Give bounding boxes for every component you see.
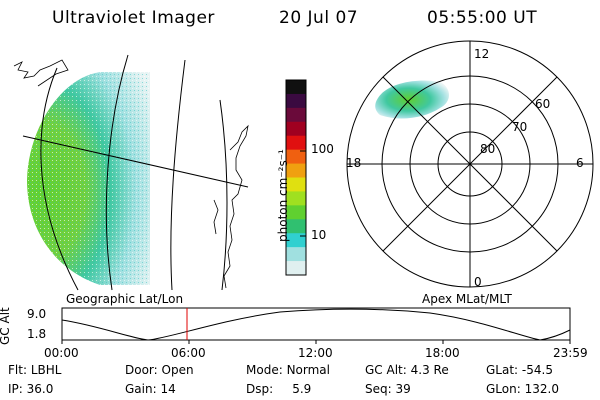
info-mode: Mode: Normal — [246, 363, 330, 377]
info-filter: Flt: LBHL — [8, 363, 62, 377]
polar-aurora-emission — [375, 80, 449, 119]
colorbar-band — [286, 80, 306, 95]
timeline-xtick-1800: 18:00 — [425, 346, 460, 360]
colorbar-band — [286, 177, 306, 192]
observation-date: 20 Jul 07 — [279, 8, 359, 28]
polar-mlt-12: 12 — [474, 47, 490, 61]
info-glon: GLon: 132.0 — [486, 382, 559, 396]
polar-diagonal-2 — [382, 76, 558, 252]
timeline-frame — [61, 307, 571, 341]
colorbar-band — [286, 93, 306, 109]
colorbar-band — [286, 149, 306, 165]
colorbar-tick-10: 10 — [311, 228, 327, 242]
timeline-xtick-2359: 23:59 — [553, 346, 588, 360]
app-title: Ultraviolet Imager — [52, 8, 215, 28]
colorbar-tick-100: 100 — [311, 142, 334, 156]
colorbar-band — [286, 191, 306, 206]
colorbar-band — [286, 107, 306, 123]
timeline-right-caption: Apex MLat/MLT — [422, 292, 512, 306]
timeline-xtick-0600: 06:00 — [171, 346, 206, 360]
polar-mlt-0: 0 — [474, 275, 482, 289]
colorbar-band — [286, 233, 306, 248]
altitude-curve — [61, 308, 571, 341]
info-gc-alt: GC Alt: 4.3 Re — [365, 363, 449, 377]
colorbar-band — [286, 135, 306, 151]
info-glat: GLat: -54.5 — [486, 363, 553, 377]
timeline-ytick-min: 1.8 — [27, 327, 47, 341]
coastline — [13, 59, 249, 289]
info-door: Door: Open — [125, 363, 194, 377]
info-gain: Gain: 14 — [125, 382, 176, 396]
polar-mlt-18: 18 — [346, 156, 362, 170]
info-dsp: Dsp: 5.9 — [246, 382, 312, 396]
timeline-ytick-max: 9.0 — [27, 307, 47, 321]
info-ip: IP: 36.0 — [8, 382, 54, 396]
observation-time: 05:55:00 UT — [427, 8, 538, 28]
colorbar-band — [286, 247, 306, 262]
colorbar-band — [286, 205, 306, 220]
colorbar-band — [286, 261, 306, 276]
colorbar-band — [286, 163, 306, 178]
info-seq: Seq: 39 — [365, 382, 411, 396]
colorbar-band — [286, 219, 306, 234]
polar-mlt-6: 6 — [576, 156, 584, 170]
timeline-xtick-0000: 00:00 — [44, 346, 79, 360]
timeline-xtick-1200: 12:00 — [298, 346, 333, 360]
timeline-left-caption: Geographic Lat/Lon — [66, 292, 184, 306]
polar-mlat-70: 70 — [512, 120, 528, 134]
polar-mlat-60: 60 — [535, 97, 551, 111]
geographic-grid — [22, 54, 249, 291]
colorbar-band — [286, 121, 306, 137]
polar-mlat-80: 80 — [480, 142, 496, 156]
